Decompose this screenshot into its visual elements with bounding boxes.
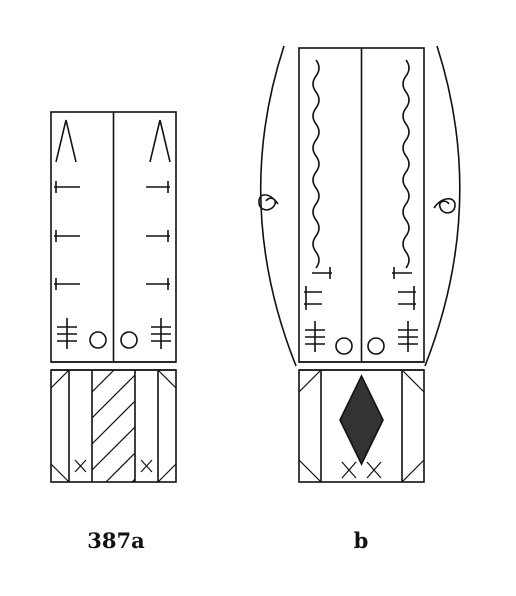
t-mark-b-right-3 (398, 298, 416, 310)
x-mark-right (140, 459, 153, 473)
dark-diamond (339, 374, 384, 466)
x-mark-b-right (366, 461, 382, 479)
circle-symbol-b-left (335, 337, 353, 355)
circle-symbol-right (120, 331, 138, 349)
t-mark-left-3 (54, 278, 80, 290)
t-mark-b-left-1 (312, 267, 332, 279)
panel-a (50, 111, 177, 483)
panel-a-lower-decoration (50, 369, 177, 483)
hash-symbol-right (151, 318, 171, 349)
spiral-ornament-right (433, 197, 456, 214)
left-arc (259, 45, 297, 367)
chevron-symbol-right (149, 119, 171, 163)
wavy-line-right (402, 59, 410, 269)
panel-b-lower-body (298, 369, 425, 483)
wavy-line-left (312, 59, 320, 269)
caption-panel-a: 387a (87, 528, 145, 553)
caption-panel-b: b (354, 528, 369, 553)
circle-symbol-b-right (367, 337, 385, 355)
t-mark-left-2 (54, 230, 80, 242)
panel-b-lower-decoration (298, 369, 425, 483)
panel-b (258, 45, 461, 483)
t-mark-b-right-1 (392, 267, 412, 279)
t-mark-right-1 (146, 181, 170, 193)
hash-symbol-b-left (305, 321, 325, 352)
hash-symbol-b-right (398, 321, 418, 352)
t-mark-b-left-3 (304, 298, 322, 310)
x-mark-b-left (341, 461, 357, 479)
circle-symbol-left (89, 331, 107, 349)
t-mark-b-left-2 (304, 286, 322, 298)
chevron-symbol-left (55, 119, 77, 163)
t-mark-b-right-2 (398, 286, 416, 298)
right-arc (424, 45, 461, 367)
hash-symbol-left (57, 318, 77, 349)
t-mark-left-1 (54, 181, 80, 193)
hatched-bar (92, 370, 135, 482)
t-mark-right-3 (146, 278, 170, 290)
x-mark-left (74, 459, 87, 473)
t-mark-right-2 (146, 230, 170, 242)
spiral-ornament-left (258, 194, 279, 211)
